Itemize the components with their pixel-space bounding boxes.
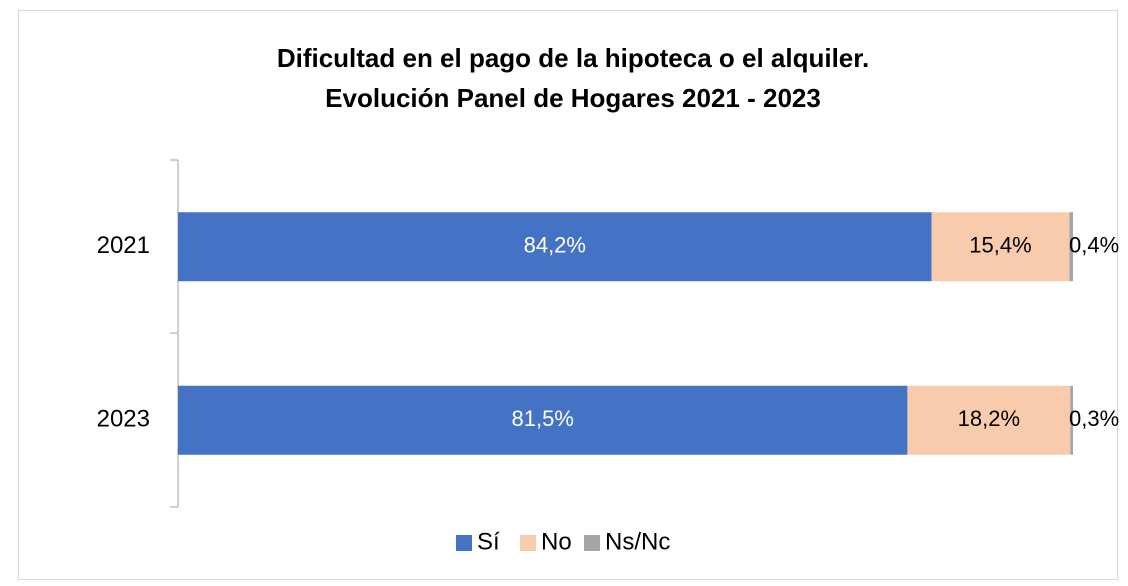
legend-label: No — [541, 528, 572, 555]
data-label: 84,2% — [524, 233, 586, 258]
bar-segment — [1070, 385, 1073, 455]
legend-swatch — [520, 535, 536, 551]
data-label: 15,4% — [969, 233, 1031, 258]
legend-swatch — [456, 535, 472, 551]
bar-segment — [931, 212, 1070, 282]
data-label: 18,2% — [958, 406, 1020, 431]
bar-segment — [907, 385, 1071, 455]
legend-label: Sí — [477, 528, 500, 555]
bar-segment — [1069, 212, 1073, 282]
data-label: 0,4% — [1069, 233, 1119, 258]
chart-frame — [18, 10, 1118, 580]
bar-segment — [178, 212, 932, 282]
chart-subtitle: Evolución Panel de Hogares 2021 - 2023 — [325, 83, 821, 113]
legend-label: Ns/Nc — [605, 528, 670, 555]
y-tick-label: 2023 — [97, 406, 150, 433]
bar-segment — [178, 385, 908, 455]
data-label: 81,5% — [512, 406, 574, 431]
y-tick-label: 2021 — [97, 232, 150, 259]
legend-swatch — [584, 535, 600, 551]
chart-title: Dificultad en el pago de la hipoteca o e… — [277, 43, 869, 73]
data-label: 0,3% — [1069, 406, 1119, 431]
